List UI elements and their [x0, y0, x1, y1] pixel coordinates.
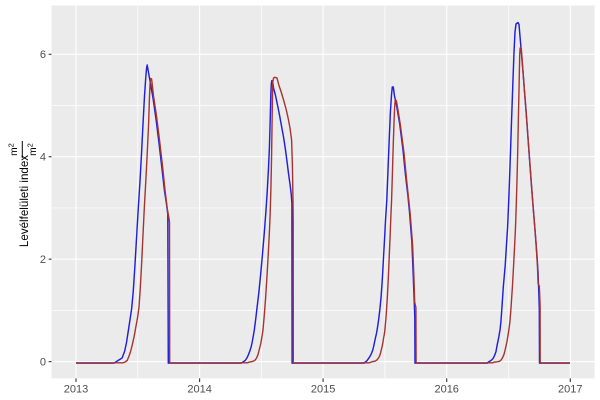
svg-text:2015: 2015 [311, 383, 335, 395]
svg-text:2017: 2017 [558, 383, 582, 395]
svg-text:2: 2 [40, 254, 46, 266]
svg-text:2014: 2014 [187, 383, 211, 395]
svg-text:4: 4 [40, 151, 46, 163]
svg-text:2016: 2016 [434, 383, 458, 395]
svg-text:2013: 2013 [64, 383, 88, 395]
svg-text:6: 6 [40, 49, 46, 61]
svg-text:0: 0 [40, 356, 46, 368]
svg-text:Levélfelületi index: Levélfelületi index [18, 155, 31, 247]
